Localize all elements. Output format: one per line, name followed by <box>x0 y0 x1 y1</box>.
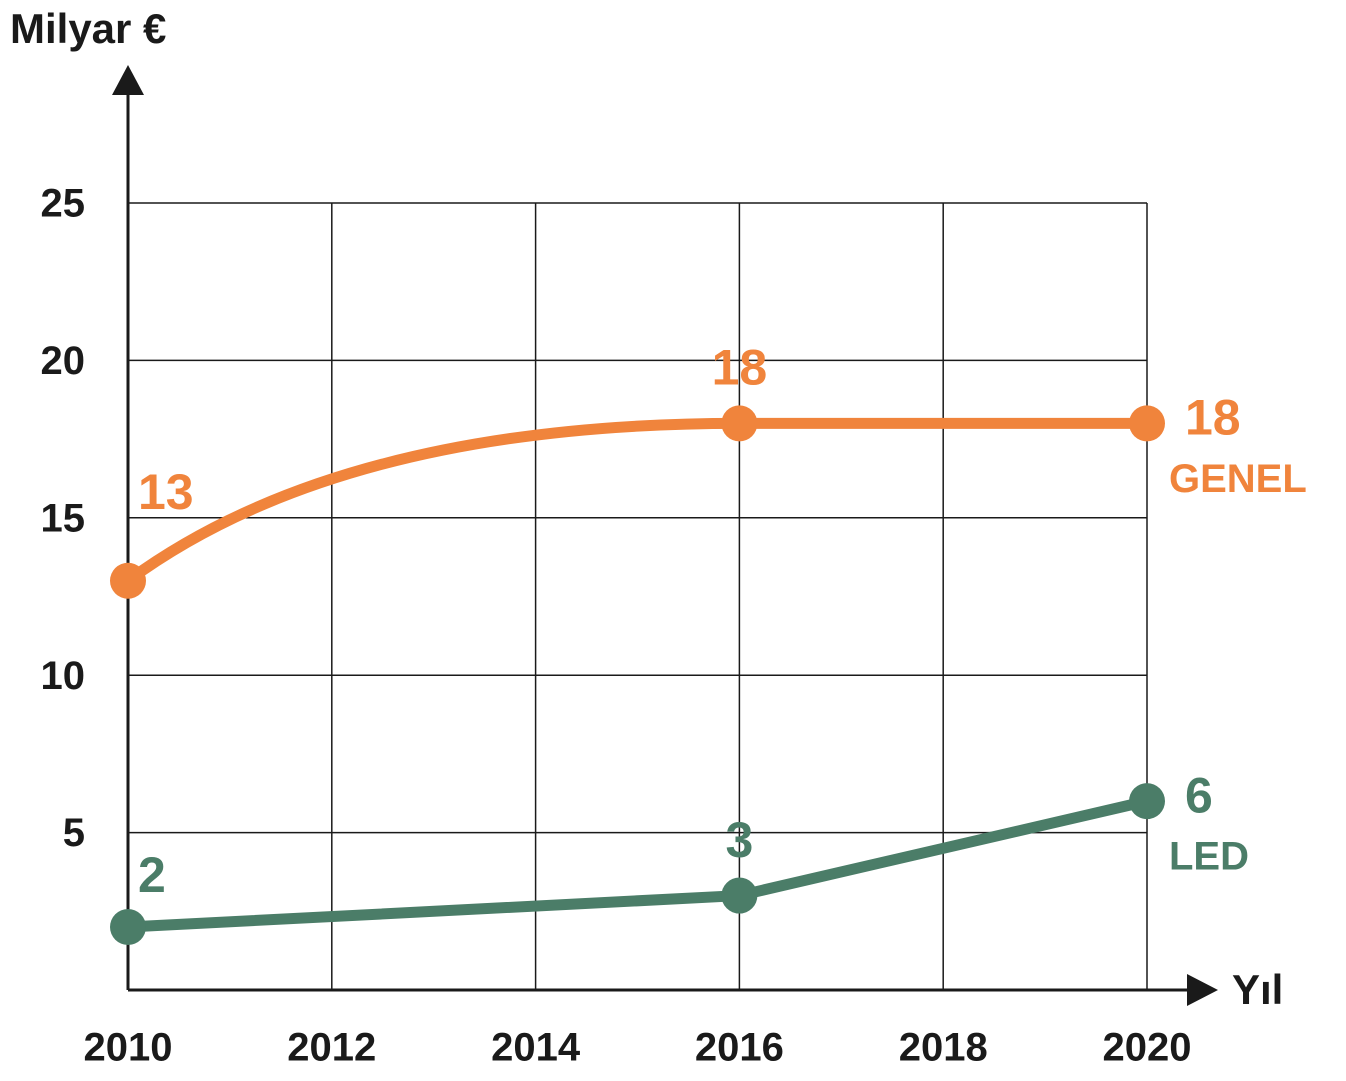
x-tick-label: 2020 <box>1103 1026 1192 1070</box>
point <box>721 405 758 442</box>
point <box>1129 405 1165 442</box>
data-label: 3 <box>725 812 753 868</box>
series-line <box>122 417 1153 587</box>
point <box>110 909 146 946</box>
x-axis-arrow <box>1187 974 1218 1006</box>
x-tick-label: 2016 <box>695 1026 784 1070</box>
point <box>1129 783 1165 820</box>
x-axis-title: Yıl <box>1232 966 1283 1013</box>
y-tick-label: 10 <box>41 654 86 698</box>
y-axis-arrow <box>112 65 144 95</box>
y-tick-label: 20 <box>41 339 86 383</box>
data-label: 18 <box>712 340 768 396</box>
y-tick-label: 15 <box>41 496 86 540</box>
y-tick-label: 25 <box>41 182 86 226</box>
y-axis-title: Milyar € <box>10 5 166 52</box>
point <box>110 562 146 599</box>
series-name: LED <box>1169 835 1249 879</box>
x-tick-label: 2014 <box>491 1026 581 1070</box>
series-name: GENEL <box>1169 457 1307 501</box>
point <box>721 877 758 914</box>
data-label: 2 <box>138 847 166 903</box>
series-line <box>122 795 1153 933</box>
x-tick-label: 2018 <box>899 1026 988 1070</box>
x-tick-label: 2012 <box>287 1026 376 1070</box>
data-label: 6 <box>1185 767 1213 823</box>
data-label: 18 <box>1185 390 1241 446</box>
data-label: 13 <box>138 464 194 520</box>
x-tick-label: 2010 <box>84 1026 173 1070</box>
y-tick-label: 5 <box>63 811 85 855</box>
